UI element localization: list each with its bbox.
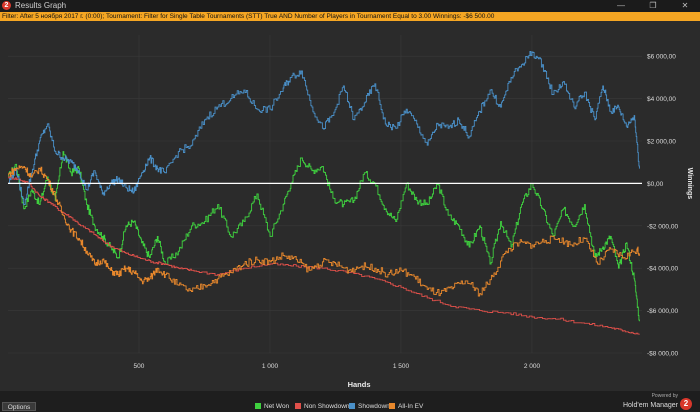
minimize-button[interactable]: —: [617, 1, 625, 10]
x-tick-label: 500: [134, 363, 145, 370]
y-tick-label: $2 000,00: [647, 139, 676, 146]
legend-swatch: [295, 403, 301, 410]
y-tick-label: $0,00: [647, 181, 664, 188]
legend-swatch: [349, 403, 355, 410]
legend-swatch: [389, 403, 395, 410]
close-button[interactable]: ✕: [681, 1, 689, 10]
results-chart: $6 000,00 $4 000,00 $2 000,00 $0,00 -$2 000,…: [8, 35, 693, 389]
series-line-showdown: [8, 51, 640, 206]
x-axis-label: Hands: [348, 380, 371, 389]
series-line-non-showdown: [8, 176, 640, 335]
results-graph: $6 000,00 $4 000,00 $2 000,00 $0,00 -$2 000,…: [0, 21, 700, 391]
maximize-button[interactable]: ❐: [649, 1, 657, 10]
x-tick-label: 1 500: [393, 363, 410, 370]
series-line-all-in-ev: [8, 165, 640, 297]
y-tick-label: -$8 000,00: [647, 351, 678, 358]
legend-showdown[interactable]: Showdown: [349, 403, 390, 411]
y-axis-label: Winnings: [686, 168, 693, 200]
y-tick-label: $4 000,00: [647, 96, 676, 103]
title-bar: 2 Results Graph — ❐ ✕: [0, 0, 700, 12]
legend-net-won[interactable]: Net Won: [255, 403, 289, 411]
y-tick-label: -$4 000,00: [647, 266, 678, 273]
x-axis-ticks: 500 1 000 1 500 2 000: [134, 363, 541, 370]
series-line-net-won: [8, 151, 640, 322]
legend-label: All-In EV: [398, 403, 424, 410]
y-tick-label: -$6 000,00: [647, 308, 678, 315]
brand-name: Hold'em Manager: [622, 402, 678, 409]
app-logo-icon: 2: [2, 1, 11, 10]
y-tick-label: $6 000,00: [647, 54, 676, 61]
window-title: Results Graph: [15, 1, 67, 10]
powered-by-text: Powered by: [651, 393, 678, 399]
y-tick-label: -$2 000,00: [647, 223, 678, 230]
filter-bar: Filter: After 5 ноября 2017 г. (0:00); T…: [0, 12, 700, 21]
legend-non-showdown[interactable]: Non Showdown: [295, 403, 350, 411]
brand-logo-icon: 2: [680, 398, 692, 410]
legend-all-in-ev[interactable]: All-In EV: [389, 403, 423, 411]
legend-swatch: [255, 403, 261, 410]
filter-text: Filter: After 5 ноября 2017 г. (0:00); T…: [2, 13, 495, 20]
y-axis-ticks: $6 000,00 $4 000,00 $2 000,00 $0,00 -$2 000,…: [647, 54, 678, 358]
series-lines: [8, 51, 640, 335]
legend-label: Net Won: [264, 403, 290, 410]
options-button[interactable]: Options: [2, 402, 36, 411]
footer-bar: Options Net Won Non Showdown Showdown Al…: [0, 391, 700, 412]
legend-label: Showdown: [358, 403, 390, 410]
legend-label: Non Showdown: [304, 403, 350, 410]
x-tick-label: 2 000: [524, 363, 541, 370]
x-tick-label: 1 000: [262, 363, 279, 370]
